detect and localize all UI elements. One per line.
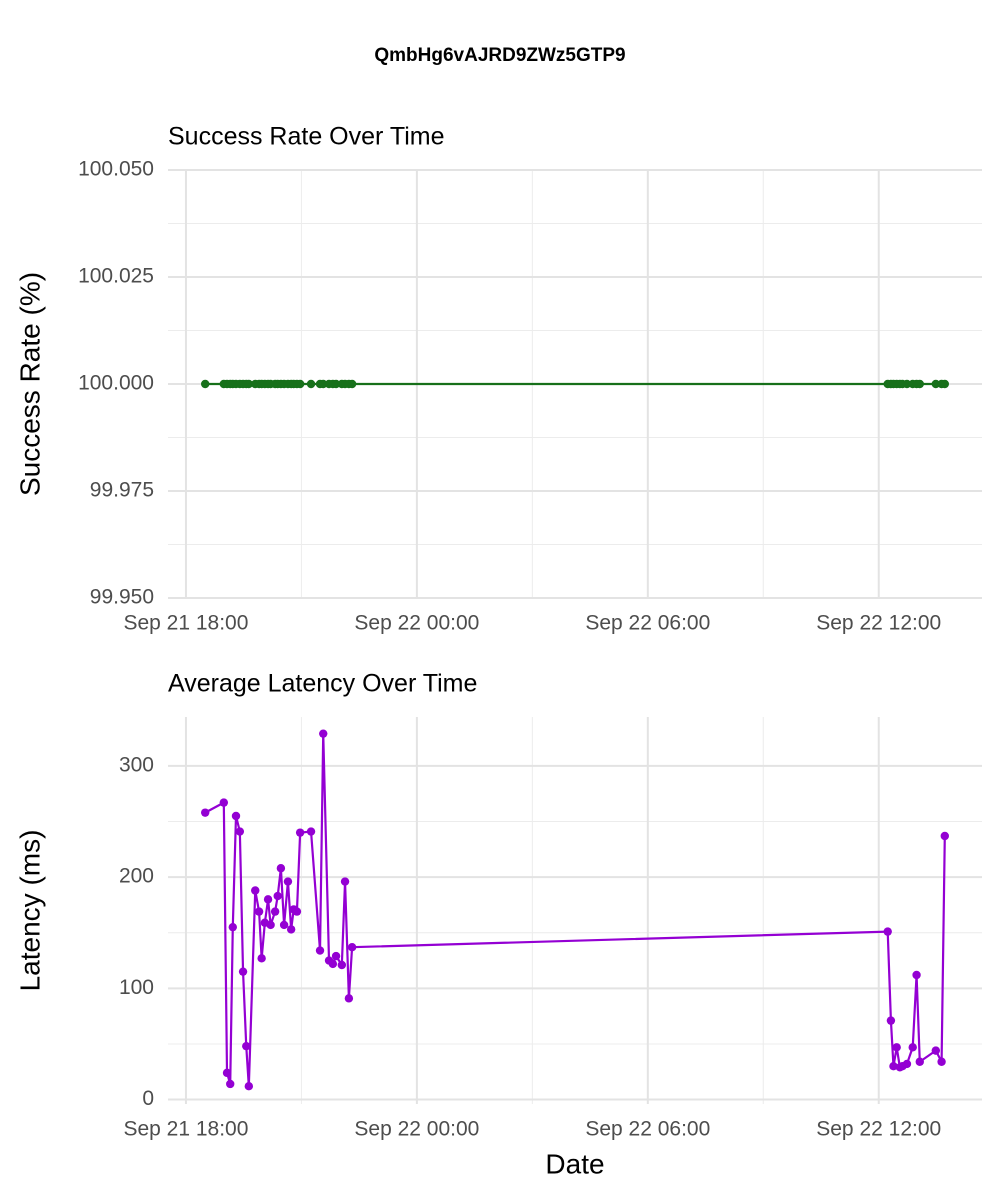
x-tick-label: Sep 21 18:00 [123, 1118, 248, 1141]
data-point [908, 1043, 917, 1052]
data-point [315, 946, 325, 955]
data-point [295, 379, 305, 389]
data-point [347, 379, 357, 389]
data-point [915, 1057, 924, 1066]
data-point [931, 1046, 941, 1055]
data-point [242, 1041, 251, 1051]
data-point [319, 729, 328, 738]
data-point [201, 379, 210, 389]
y-tick-label: 100 [119, 976, 154, 999]
data-point [306, 379, 316, 389]
data-point [228, 922, 237, 932]
data-point [902, 1059, 912, 1069]
data-point [931, 379, 941, 389]
data-point [235, 827, 245, 836]
chart-title: Average Latency Over Time [168, 670, 477, 698]
x-tick-label: Sep 22 06:00 [585, 612, 710, 635]
y-axis-title: Success Rate (%) [14, 272, 45, 496]
data-point [231, 811, 241, 821]
x-axis-title: Date [545, 1148, 604, 1179]
y-tick-label: 100.050 [78, 158, 154, 181]
data-point [257, 954, 266, 963]
y-tick-label: 100.000 [78, 372, 154, 395]
data-point [279, 920, 289, 930]
data-point [886, 1016, 896, 1025]
data-point [222, 1068, 232, 1078]
y-tick-label: 99.975 [90, 479, 154, 502]
x-tick-label: Sep 22 12:00 [816, 612, 941, 635]
x-tick-label: Sep 21 18:00 [123, 612, 248, 635]
data-point [337, 960, 347, 970]
data-point [319, 379, 328, 389]
chart-title: Success Rate Over Time [168, 123, 444, 151]
figure-title: QmbHg6vAJRD9ZWz5GTP9 [374, 45, 625, 66]
data-point [270, 907, 280, 916]
y-tick-label: 99.950 [90, 586, 154, 609]
data-point [883, 927, 892, 936]
data-point [266, 920, 275, 930]
y-tick-label: 0 [142, 1087, 154, 1110]
data-point [273, 891, 282, 901]
y-tick-label: 100.025 [78, 265, 154, 288]
data-point [306, 827, 316, 836]
x-tick-label: Sep 22 12:00 [816, 1118, 941, 1141]
data-point [295, 828, 305, 837]
data-point [331, 951, 341, 961]
data-point [902, 379, 912, 389]
data-point [283, 877, 293, 886]
data-point [331, 379, 341, 389]
data-point [344, 994, 354, 1003]
data-point [940, 831, 949, 841]
data-point [226, 1079, 235, 1089]
y-axis-title: Latency (ms) [14, 830, 45, 992]
x-tick-label: Sep 22 00:00 [354, 1118, 479, 1141]
data-point [292, 907, 302, 916]
data-point [251, 886, 260, 895]
data-point [244, 379, 254, 389]
data-point [263, 895, 273, 904]
data-point [347, 942, 357, 952]
data-point [254, 907, 264, 916]
data-point [915, 379, 924, 389]
data-point [201, 808, 210, 817]
data-point [286, 925, 296, 934]
y-tick-label: 200 [119, 865, 154, 888]
data-point [328, 959, 338, 969]
data-point [912, 970, 921, 980]
data-point [219, 798, 229, 807]
data-point [892, 1043, 901, 1052]
y-tick-label: 300 [119, 753, 154, 776]
data-point [940, 379, 949, 389]
data-point [340, 877, 350, 886]
data-point [238, 967, 248, 976]
data-point [889, 1061, 898, 1071]
data-point [244, 1082, 254, 1091]
data-point [937, 1057, 946, 1066]
x-tick-label: Sep 22 00:00 [354, 612, 479, 635]
data-point [276, 864, 286, 873]
x-tick-label: Sep 22 06:00 [585, 1118, 710, 1141]
data-line [204, 733, 946, 1087]
